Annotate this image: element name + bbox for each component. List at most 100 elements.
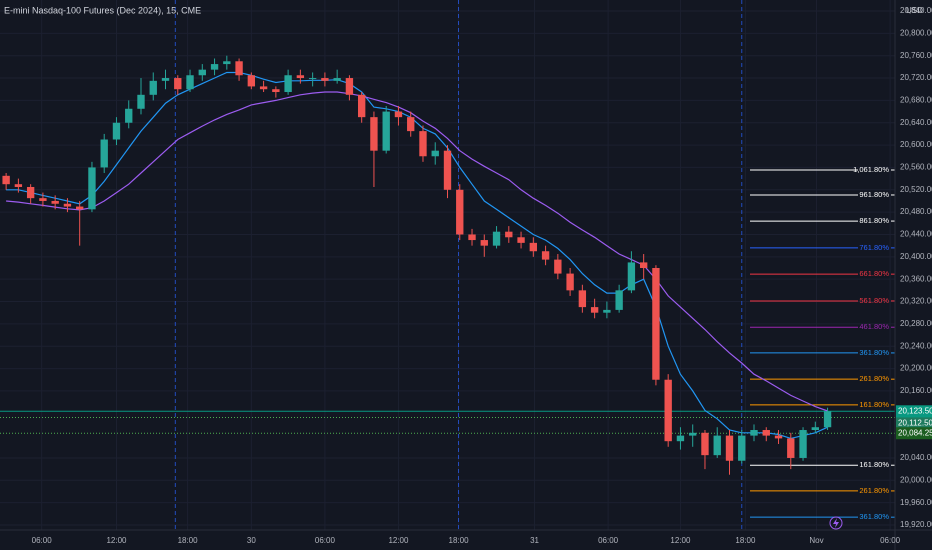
y-tick-label: 20,640.00 xyxy=(900,118,932,127)
price-tag xyxy=(896,427,932,440)
y-tick-label: 20,320.00 xyxy=(900,297,932,306)
candle-body xyxy=(578,290,587,308)
candle-body xyxy=(14,184,23,187)
x-tick-label: 18:00 xyxy=(178,536,199,545)
y-tick-label: 20,200.00 xyxy=(900,364,932,373)
y-tick-label: 19,960.00 xyxy=(900,498,932,507)
x-tick-label: 31 xyxy=(530,536,539,545)
chart-title: E-mini Nasdaq-100 Futures (Dec 2024), 15… xyxy=(4,5,201,15)
x-tick-label: 12:00 xyxy=(670,536,691,545)
x-tick-label: 06:00 xyxy=(315,536,336,545)
candle-body xyxy=(137,94,145,109)
candle-body xyxy=(615,290,623,310)
candle-body xyxy=(100,139,108,168)
fib-label: 761.80% xyxy=(859,243,889,252)
candle-body xyxy=(492,231,501,246)
fib-label: 361.80% xyxy=(859,348,889,357)
y-tick-label: 20,000.00 xyxy=(900,475,932,484)
x-tick-label: 12:00 xyxy=(106,536,127,545)
moving-average xyxy=(6,91,828,412)
candle-body xyxy=(370,117,378,151)
x-tick-label: 06:00 xyxy=(880,536,901,545)
candle-body xyxy=(566,273,574,291)
y-tick-label: 20,600.00 xyxy=(900,140,932,149)
candle-body xyxy=(247,75,256,87)
candle-body xyxy=(419,131,427,157)
fib-label: 1,061.80% xyxy=(853,165,889,174)
y-tick-label: 20,280.00 xyxy=(900,319,932,328)
candle-body xyxy=(198,69,206,76)
candle-body xyxy=(738,435,746,461)
candle-body xyxy=(468,234,476,241)
candle-body xyxy=(39,198,47,201)
candle-body xyxy=(174,78,182,90)
fib-label: 861.80% xyxy=(859,216,889,225)
y-tick-label: 20,840.00 xyxy=(900,6,932,15)
candle-body xyxy=(345,78,354,95)
x-tick-label: 06:00 xyxy=(32,536,53,545)
candle-body xyxy=(823,411,832,428)
y-tick-label: 20,480.00 xyxy=(900,207,932,216)
fib-label: 161.80% xyxy=(859,460,889,469)
x-tick-label: 18:00 xyxy=(449,536,470,545)
candle-body xyxy=(664,379,672,442)
y-tick-label: 20,240.00 xyxy=(900,341,932,350)
y-tick-label: 19,920.00 xyxy=(900,520,932,529)
candle-body xyxy=(407,117,415,132)
fib-label: 361.80% xyxy=(859,512,889,521)
candle-body xyxy=(590,307,599,313)
y-tick-label: 20,160.00 xyxy=(900,386,932,395)
candle-body xyxy=(235,61,243,76)
candle-body xyxy=(112,122,121,140)
candle-body xyxy=(76,206,84,210)
fib-label: 661.80% xyxy=(859,269,889,278)
candle-body xyxy=(443,150,452,190)
y-tick-label: 20,520.00 xyxy=(900,185,932,194)
fib-label: 261.80% xyxy=(859,486,889,495)
candle-body xyxy=(456,189,464,235)
price-tag-label: 20,112.50 xyxy=(898,419,932,428)
price-axis xyxy=(895,0,932,550)
candle-body xyxy=(296,75,305,79)
candle-body xyxy=(321,78,329,81)
candle-body xyxy=(713,435,721,456)
candle-body xyxy=(811,427,819,431)
candle-body xyxy=(284,75,292,93)
candle-body xyxy=(480,240,488,246)
candle-body xyxy=(787,438,795,458)
candle-body xyxy=(333,78,341,81)
y-tick-label: 20,440.00 xyxy=(900,230,932,239)
x-tick-label: 30 xyxy=(247,536,256,545)
candle-body xyxy=(149,80,157,95)
x-tick-label: Nov xyxy=(809,536,823,545)
candle-body xyxy=(774,435,783,439)
candle-body xyxy=(750,430,758,436)
candle-body xyxy=(394,111,403,118)
candle-body xyxy=(358,94,366,118)
fib-label: 561.80% xyxy=(859,296,889,305)
candle-body xyxy=(652,268,660,380)
candle-body xyxy=(63,203,72,207)
x-tick-label: 18:00 xyxy=(735,536,756,545)
candle-body xyxy=(2,175,10,185)
candle-body xyxy=(639,262,648,268)
y-tick-label: 20,800.00 xyxy=(900,28,932,37)
candle-body xyxy=(541,251,550,260)
candle-body xyxy=(517,237,525,243)
y-tick-label: 20,400.00 xyxy=(900,252,932,261)
alert-bolt xyxy=(833,518,839,528)
fib-label: 161.80% xyxy=(859,400,889,409)
candle-body xyxy=(125,108,133,123)
alert-icon[interactable] xyxy=(829,516,843,530)
currency: USD xyxy=(906,6,923,15)
candle-body xyxy=(259,86,268,90)
candle-body xyxy=(186,75,194,90)
moving-average xyxy=(6,71,828,440)
candle-body xyxy=(701,432,709,456)
candle-body xyxy=(51,200,59,204)
candle-body xyxy=(272,89,280,93)
candle-body xyxy=(676,435,685,442)
candle-body xyxy=(431,150,439,157)
